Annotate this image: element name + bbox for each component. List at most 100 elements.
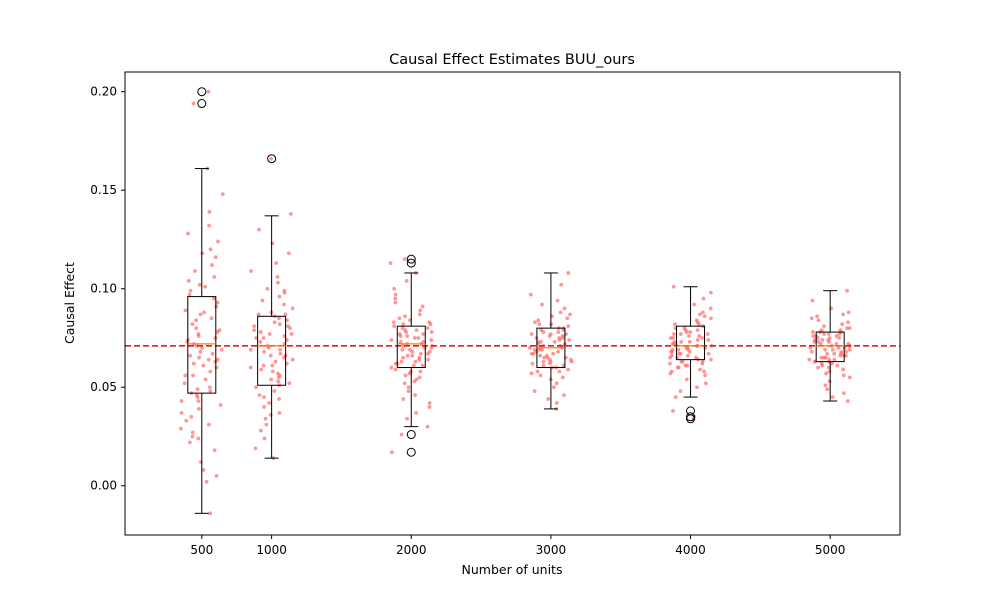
scatter-point: [835, 363, 840, 368]
scatter-point: [212, 275, 217, 279]
scatter-point: [698, 367, 702, 372]
scatter-point: [678, 332, 683, 336]
scatter-point: [252, 328, 257, 332]
scatter-point: [427, 405, 432, 409]
scatter-point: [825, 351, 830, 356]
scatter-point: [191, 373, 195, 378]
outlier-marker: [406, 258, 416, 268]
scatter-point: [560, 336, 565, 340]
scatter-point: [810, 330, 815, 334]
scatter-point: [401, 343, 405, 348]
scatter-point: [208, 511, 213, 516]
scatter-point: [673, 395, 678, 399]
scatter-point: [249, 269, 253, 273]
scatter-point: [810, 349, 814, 354]
x-tick-label: 4000: [675, 543, 706, 557]
scatter-point: [210, 263, 214, 267]
scatter-point: [213, 255, 218, 260]
y-tick-label: 0.10: [90, 282, 117, 296]
scatter-point: [212, 296, 216, 301]
scatter-point: [679, 340, 684, 344]
scatter-point: [556, 330, 561, 334]
scatter-point: [822, 324, 826, 329]
scatter-point: [261, 336, 266, 340]
scatter-point: [262, 405, 266, 409]
scatter-point: [275, 275, 280, 279]
scatter-point: [541, 363, 546, 368]
scatter-point: [194, 318, 199, 323]
scatter-point: [700, 361, 705, 366]
scatter-point: [668, 361, 672, 366]
scatter-point: [541, 359, 546, 364]
scatter-point: [407, 347, 412, 352]
scatter-point: [418, 351, 423, 356]
scatter-point: [277, 397, 281, 401]
scatter-point: [272, 320, 277, 325]
scatter-point: [846, 320, 850, 325]
scatter-point: [206, 422, 211, 427]
scatter-point: [819, 355, 824, 360]
scatter-point: [267, 401, 272, 405]
scatter-point: [263, 416, 268, 421]
scatter-point: [709, 357, 713, 362]
scatter-point: [671, 336, 676, 340]
scatter-point: [568, 357, 573, 362]
scatter-point: [687, 340, 692, 344]
scatter-point: [401, 355, 406, 360]
scatter-point: [196, 407, 201, 411]
plot-frame: [124, 71, 901, 536]
scatter-point: [405, 334, 410, 338]
x-tick-label: 2000: [396, 543, 427, 557]
scatter-point: [841, 367, 846, 372]
scatter-point: [404, 278, 409, 283]
outlier-marker: [406, 447, 416, 457]
scatter-point: [826, 332, 831, 336]
scatter-point: [837, 332, 842, 336]
scatter-point: [428, 322, 433, 327]
scatter-point: [273, 359, 278, 364]
scatter-point: [676, 347, 681, 352]
scatter-point: [832, 351, 837, 356]
scatter-point: [248, 365, 253, 370]
scatter-point: [695, 328, 700, 332]
scatter-point: [685, 345, 690, 350]
scatter-point: [700, 336, 705, 340]
scatter-point: [845, 326, 849, 331]
scatter-point: [406, 385, 411, 390]
scatter-point: [189, 414, 194, 419]
scatter-point: [823, 383, 828, 388]
scatter-point: [697, 334, 702, 338]
scatter-point: [416, 336, 421, 340]
scatter-point: [565, 316, 570, 321]
scatter-point: [277, 375, 281, 380]
scatter-point: [562, 306, 567, 311]
x-tick-label: 5000: [815, 543, 846, 557]
scatter-point: [836, 345, 841, 350]
scatter-point: [404, 330, 408, 334]
scatter-point: [703, 373, 707, 378]
outlier-marker: [406, 430, 416, 440]
scatter-point: [201, 468, 206, 472]
scatter-point: [389, 338, 394, 342]
scatter-point: [538, 353, 542, 358]
scatter-point: [825, 387, 830, 392]
scatter-point: [264, 422, 269, 427]
scatter-point: [219, 347, 224, 352]
x-tick-label: 500: [190, 543, 213, 557]
scatter-point: [267, 332, 272, 336]
scatter-point: [418, 369, 423, 374]
scatter-point: [546, 397, 551, 401]
scatter-point: [827, 369, 832, 374]
scatter-point: [555, 298, 560, 303]
scatter-point: [198, 349, 203, 354]
scatter-point: [705, 332, 710, 336]
scatter-point: [187, 440, 192, 445]
scatter-point: [392, 286, 397, 291]
scatter-point: [427, 401, 432, 405]
scatter-point: [562, 393, 566, 398]
scatter-point: [190, 434, 195, 439]
scatter-point: [277, 294, 282, 299]
scatter-point: [706, 351, 711, 356]
scatter-point: [840, 322, 845, 327]
scatter-point: [401, 322, 406, 327]
